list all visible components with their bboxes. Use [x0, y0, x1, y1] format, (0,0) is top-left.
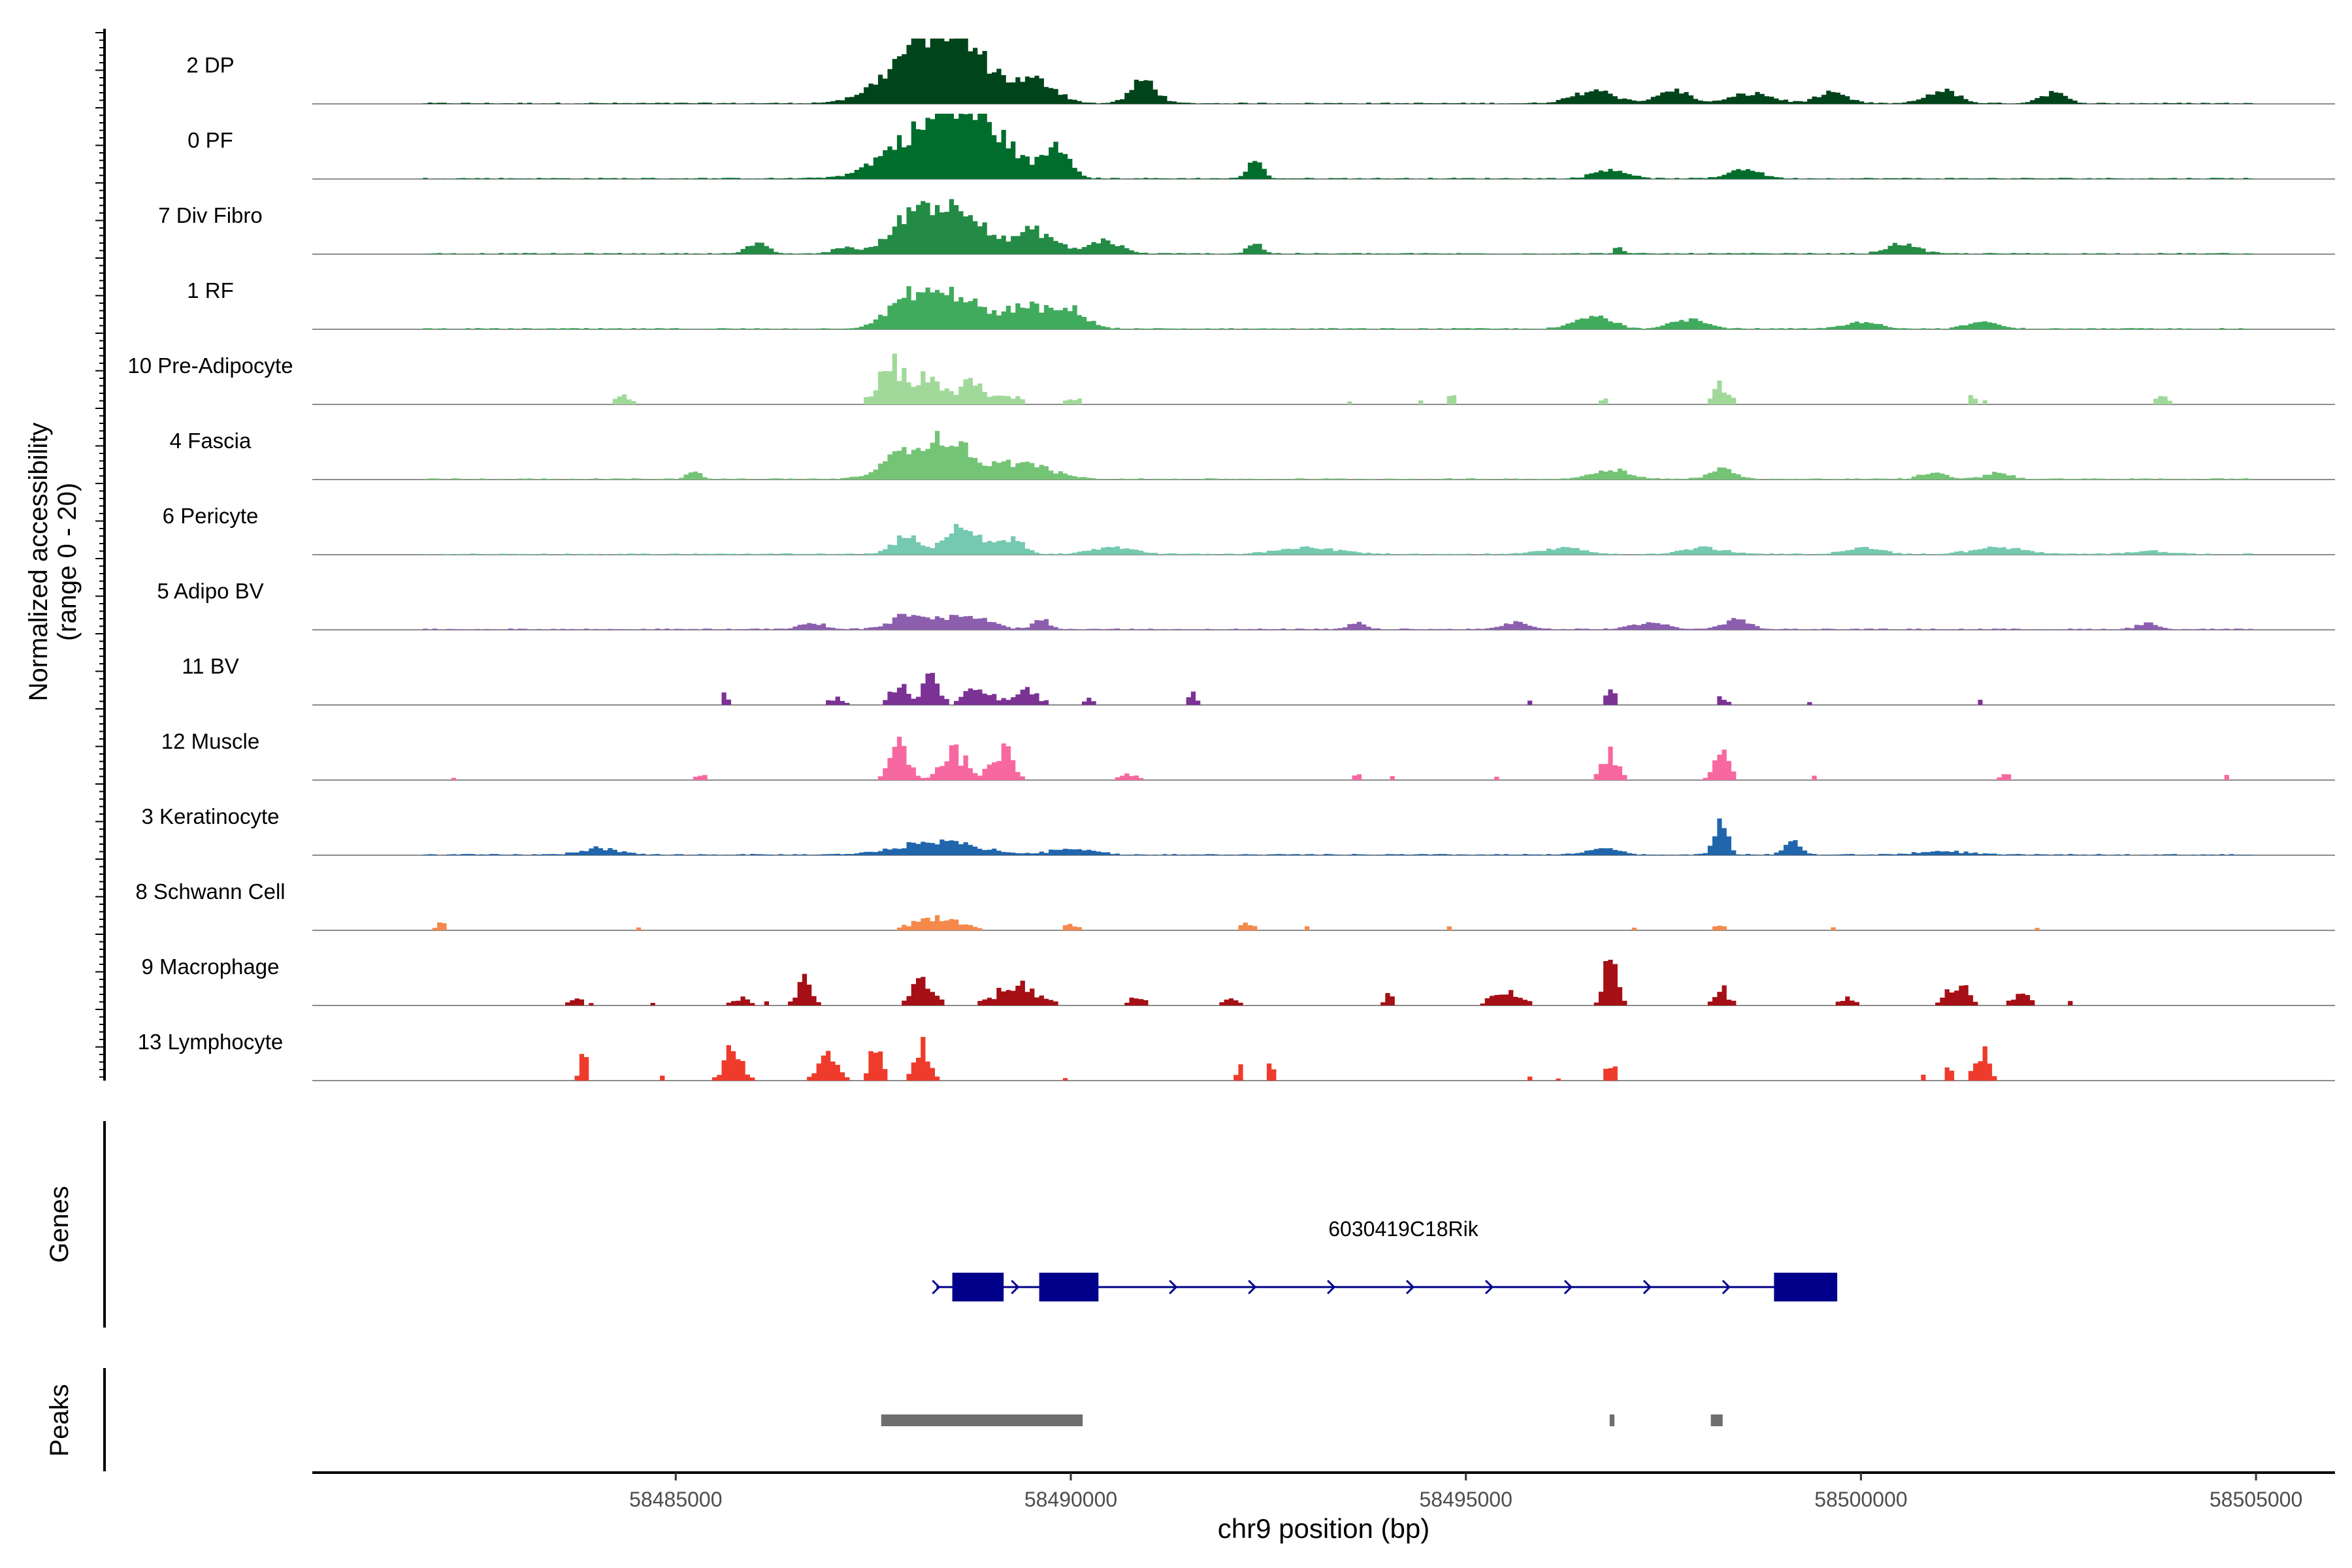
strand-arrow — [1405, 1279, 1415, 1295]
x-tick-label: 58500000 — [1814, 1488, 1907, 1511]
track-signal — [423, 286, 2253, 329]
track-9-macrophage: 9 Macrophage — [142, 955, 2335, 1006]
track-signal — [423, 199, 2253, 254]
coverage-y-ticks — [95, 32, 105, 1078]
track-label: 5 Adipo BV — [157, 579, 263, 603]
track-label: 12 Muscle — [161, 729, 259, 753]
track-label: 2 DP — [186, 53, 234, 77]
track-signal — [423, 431, 2253, 480]
y-axis-title-range: (range 0 - 20) — [53, 483, 82, 641]
track-7-div-fibro: 7 Div Fibro — [158, 199, 2335, 255]
track-10-pre-adipocyte: 10 Pre-Adipocyte — [127, 353, 2335, 405]
genes-panel-label: Genes — [45, 1186, 74, 1263]
track-label: 11 BV — [182, 654, 238, 678]
track-signal — [423, 39, 2253, 104]
strand-arrow — [1327, 1279, 1336, 1295]
track-8-schwann-cell: 8 Schwann Cell — [135, 879, 2335, 931]
track-4-fascia: 4 Fascia — [170, 429, 2335, 480]
peak-region — [1710, 1414, 1723, 1426]
exon-block — [1039, 1273, 1099, 1301]
track-signal — [423, 818, 2253, 855]
gene-model — [932, 1273, 1838, 1301]
track-13-lymphocyte: 13 Lymphocyte — [138, 1030, 2335, 1081]
track-label: 7 Div Fibro — [158, 203, 263, 227]
track-label: 3 Keratinocyte — [142, 804, 280, 828]
track-0-pf: 0 PF — [188, 114, 2335, 180]
x-tick-label: 58495000 — [1420, 1488, 1512, 1511]
track-2-dp: 2 DP — [186, 39, 2335, 105]
peaks-panel-label: Peaks — [45, 1384, 74, 1456]
x-axis-title: chr9 position (bp) — [1218, 1513, 1430, 1544]
strand-arrow — [1642, 1279, 1652, 1295]
track-1-rf: 1 RF — [187, 278, 2335, 330]
track-label: 8 Schwann Cell — [135, 879, 285, 904]
strand-arrow — [1722, 1279, 1731, 1295]
track-label: 13 Lymphocyte — [138, 1030, 284, 1054]
track-label: 4 Fascia — [170, 429, 252, 453]
track-5-adipo-bv: 5 Adipo BV — [157, 579, 2335, 630]
strand-arrow — [1484, 1279, 1494, 1295]
track-label: 1 RF — [187, 278, 234, 302]
track-6-pericyte: 6 Pericyte — [163, 504, 2335, 555]
exon-block — [1774, 1273, 1838, 1301]
gene-name-label: 6030419C18Rik — [1328, 1217, 1479, 1241]
track-label: 9 Macrophage — [142, 955, 280, 979]
peak-region — [1609, 1414, 1615, 1426]
track-signal — [423, 1037, 2253, 1081]
track-12-muscle: 12 Muscle — [161, 729, 2335, 781]
strand-arrow — [1248, 1279, 1257, 1295]
x-axis-ticks: 58485000 58490000 58495000 58500000 58505000 — [629, 1473, 2302, 1511]
strand-arrow — [932, 1279, 941, 1295]
peak-regions — [881, 1414, 1723, 1426]
y-axis-title: Normalized accessibility — [24, 423, 53, 702]
track-signal — [423, 114, 2253, 179]
track-11-bv: 11 BV — [182, 654, 2335, 706]
strand-arrow — [1169, 1279, 1178, 1295]
exon-block — [952, 1273, 1004, 1301]
strand-arrow — [1011, 1279, 1020, 1295]
peak-region — [881, 1414, 1083, 1426]
coverage-tracks: 2 DP 0 PF 7 Div Fibro 1 RF 10 Pre-Adipocyte 4… — [127, 39, 2335, 1081]
x-tick-label: 58485000 — [629, 1488, 722, 1511]
track-label: 0 PF — [188, 128, 233, 152]
x-tick-label: 58490000 — [1024, 1488, 1117, 1511]
track-label: 10 Pre-Adipocyte — [127, 353, 293, 378]
track-signal — [423, 353, 2253, 404]
x-tick-label: 58505000 — [2210, 1488, 2302, 1511]
track-3-keratinocyte: 3 Keratinocyte — [142, 804, 2335, 856]
strand-arrow — [1563, 1279, 1573, 1295]
track-label: 6 Pericyte — [163, 504, 259, 528]
